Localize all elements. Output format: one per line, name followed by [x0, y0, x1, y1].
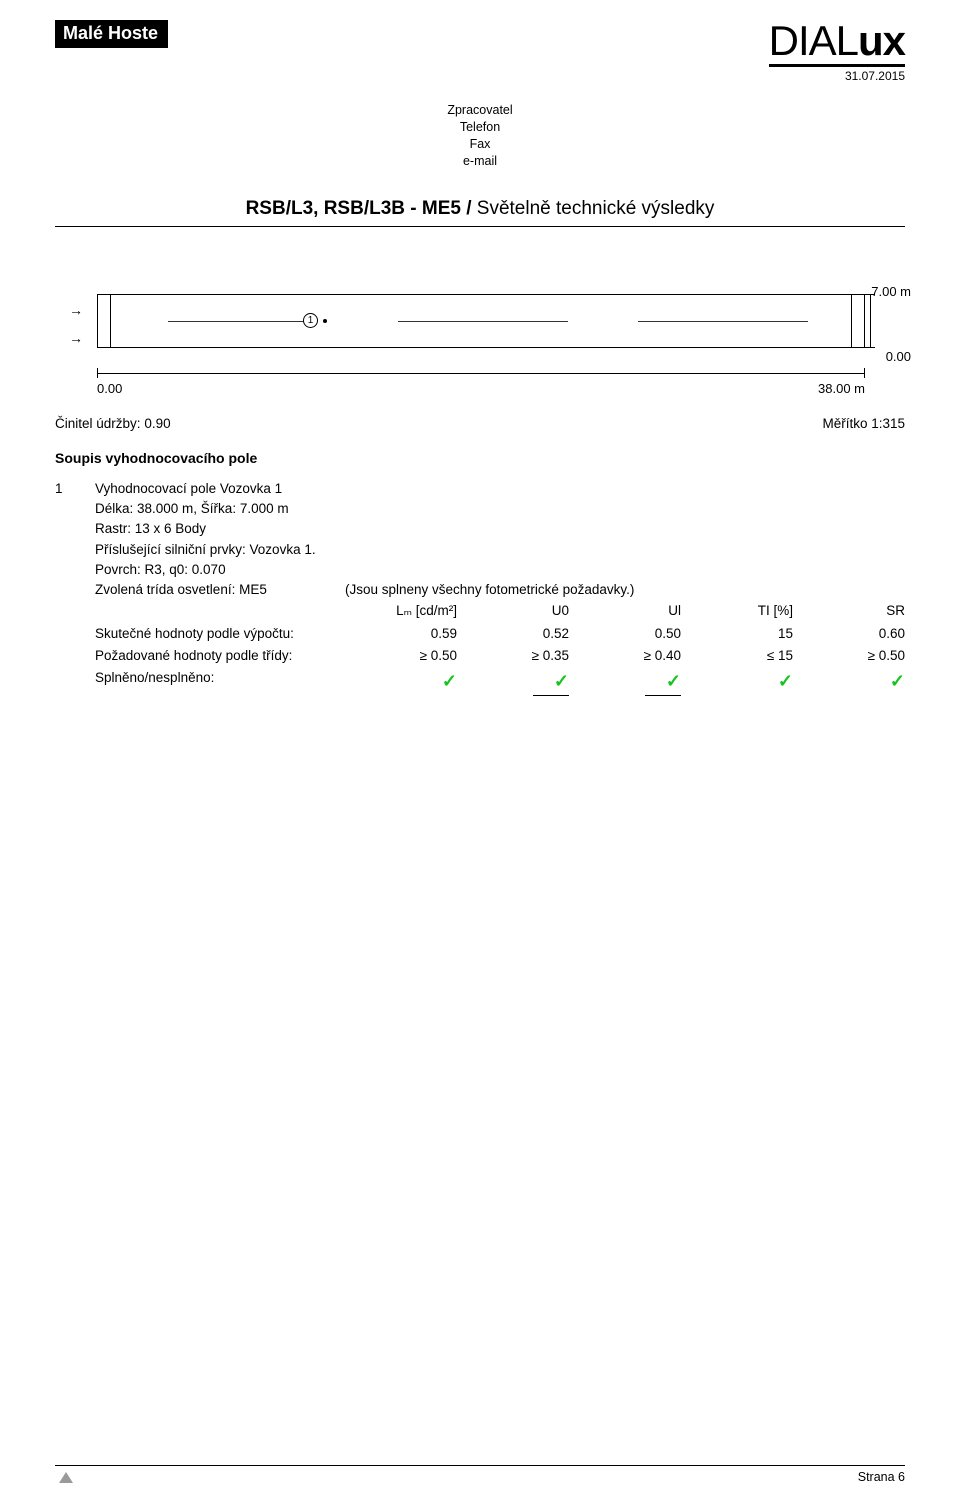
meta-author: Zpracovatel [55, 102, 905, 119]
scale-label: Měřítko 1:315 [822, 414, 905, 434]
col-lm: Lₘ [cd/m²] [345, 601, 457, 621]
col-ul: Ul [569, 601, 681, 621]
title-bold: RSB/L3, RSB/L3B - ME5 / [246, 198, 477, 219]
project-name-badge: Malé Hoste [55, 20, 168, 48]
logo-part-2: ux [858, 17, 905, 64]
results-status-row: Splněno/nesplněno: ✓ ✓ ✓ ✓ ✓ [95, 667, 905, 697]
diagram-height-label: 7.00 m [871, 284, 911, 299]
lane-dash-2 [398, 321, 568, 322]
page-number: Strana 6 [858, 1470, 905, 1484]
field-line-5: Povrch: R3, q0: 0.070 [95, 560, 905, 580]
diagram-zero-label: 0.00 [886, 349, 911, 364]
lane-dash-1 [168, 321, 308, 322]
observer-dot [323, 319, 327, 323]
contact-meta: Zpracovatel Telefon Fax e-mail [55, 102, 905, 170]
title-normal: Světelně technické výsledky [477, 198, 715, 219]
results-table: Lₘ [cd/m²] U0 Ul TI [%] SR Skutečné hodn… [95, 600, 905, 697]
eval-class-value: (Jsou splneny všechny fotometrické požad… [345, 580, 905, 600]
col-ti: TI [%] [681, 601, 793, 621]
results-header-row: Lₘ [cd/m²] U0 Ul TI [%] SR [95, 600, 905, 622]
results-required-row: Požadované hodnoty podle třídy: ≥ 0.50 ≥… [95, 645, 905, 667]
road-outline [97, 294, 865, 348]
pole-line-left [110, 295, 111, 347]
road-diagram: 7.00 m 0.00 → → 1 0.00 38.00 m [55, 262, 905, 402]
check-icon: ✓ [778, 671, 793, 691]
observer-marker: 1 [303, 313, 318, 328]
logo-part-1: DIAL [769, 17, 858, 64]
meta-fax: Fax [55, 136, 905, 153]
maintenance-factor: Činitel údržby: 0.90 [55, 414, 171, 434]
check-icon: ✓ [442, 671, 457, 691]
check-icon: ✓ [645, 668, 681, 696]
listing-heading: Soupis vyhodnocovacího pole [55, 448, 905, 469]
bottom-dimension-bar [97, 366, 865, 380]
document-title: RSB/L3, RSB/L3B - ME5 / Světelně technic… [55, 198, 905, 227]
dialux-logo: DIALux [769, 20, 905, 67]
col-u0: U0 [457, 601, 569, 621]
x-axis-right-label: 38.00 m [818, 381, 865, 396]
lane-arrow-1: → [69, 302, 83, 318]
logo-block: DIALux 31.07.2015 [769, 20, 905, 82]
x-axis-left-label: 0.00 [97, 381, 122, 396]
eval-class-label: Zvolená trída osvetlení: ME5 [95, 580, 325, 600]
field-line-2: Délka: 38.000 m, Šířka: 7.000 m [95, 499, 905, 519]
document-date: 31.07.2015 [769, 70, 905, 82]
field-index: 1 [55, 479, 75, 499]
pole-line-right [851, 295, 852, 347]
lane-arrow-2: → [69, 330, 83, 346]
meta-telephone: Telefon [55, 119, 905, 136]
footer-triangle-icon [59, 1472, 73, 1483]
field-line-4: Příslušející silniční prvky: Vozovka 1. [95, 540, 905, 560]
field-line-1: Vyhodnocovací pole Vozovka 1 [95, 479, 905, 499]
results-actual-row: Skutečné hodnoty podle výpočtu: 0.59 0.5… [95, 623, 905, 645]
right-dimension-bar [865, 294, 875, 348]
meta-email: e-mail [55, 153, 905, 170]
check-icon: ✓ [533, 668, 569, 696]
field-line-3: Rastr: 13 x 6 Body [95, 519, 905, 539]
col-sr: SR [793, 601, 905, 621]
check-icon: ✓ [890, 671, 905, 691]
evaluation-field-1: 1 Vyhodnocovací pole Vozovka 1 Délka: 38… [55, 479, 905, 697]
lane-dash-3 [638, 321, 808, 322]
page-footer: Strana 6 [55, 1465, 905, 1484]
